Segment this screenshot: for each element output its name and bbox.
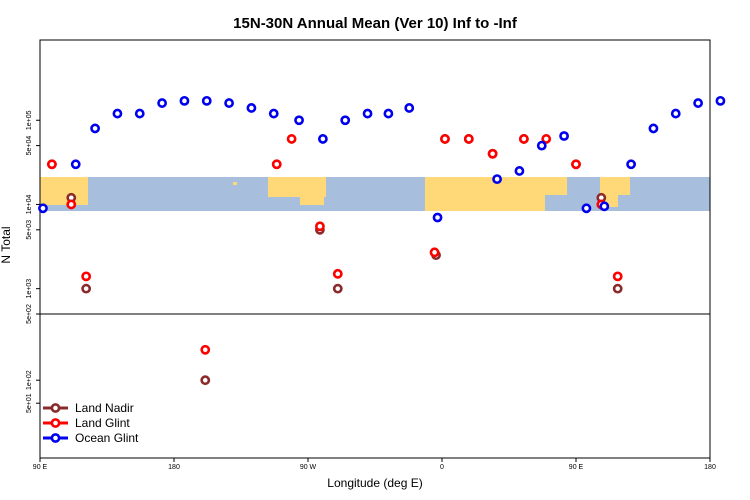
data-point xyxy=(432,212,443,223)
landmass-hawaii xyxy=(233,182,237,185)
y-tick-label: 5e+03 xyxy=(26,220,33,240)
data-point xyxy=(559,131,569,141)
data-point xyxy=(294,115,304,126)
landmass-north-america xyxy=(268,177,326,197)
x-tick-label: 90 W xyxy=(300,464,317,471)
data-point xyxy=(518,134,529,144)
data-point xyxy=(201,95,212,106)
data-point xyxy=(246,103,257,113)
data-point xyxy=(332,283,343,294)
data-point xyxy=(514,166,525,176)
data-point xyxy=(693,98,703,108)
plot-frame xyxy=(39,39,711,459)
landmass-central-america xyxy=(300,195,324,205)
x-tick-label: 90 E xyxy=(569,464,584,471)
data-point xyxy=(362,108,373,119)
data-point xyxy=(429,247,440,258)
legend-marker xyxy=(50,403,61,413)
data-point xyxy=(332,268,343,279)
series-land-glint xyxy=(47,134,623,355)
legend-marker xyxy=(50,418,61,428)
data-point xyxy=(581,203,592,214)
x-axis-label: Longitude (deg E) xyxy=(327,476,422,490)
y-tick-label: 1e+04 xyxy=(26,195,33,215)
data-points xyxy=(38,95,726,386)
landmass-arabia xyxy=(545,177,567,195)
series-ocean-glint xyxy=(38,95,726,223)
data-point xyxy=(224,98,234,108)
data-point xyxy=(612,271,623,282)
data-point xyxy=(38,203,48,214)
y-tick-label: 5e+04 xyxy=(26,136,33,156)
legend-label: Land Glint xyxy=(75,416,130,430)
map-strip xyxy=(40,177,710,211)
data-point xyxy=(112,108,123,119)
chart-title: 15N-30N Annual Mean (Ver 10) Inf to -Inf xyxy=(233,15,518,32)
data-point xyxy=(47,159,57,170)
data-point xyxy=(404,103,415,113)
data-point xyxy=(81,271,92,282)
x-tick-label: 0 xyxy=(440,464,444,471)
landmass-south-asia xyxy=(40,177,88,205)
y-tick-label: 1e+05 xyxy=(26,110,33,130)
y-tick-label: 5e+01 xyxy=(26,393,33,413)
data-point xyxy=(81,283,92,294)
data-point xyxy=(487,148,498,159)
data-point xyxy=(271,159,282,170)
x-tick-label: 180 xyxy=(168,464,180,471)
data-point xyxy=(463,134,474,144)
legend-marker xyxy=(50,433,61,443)
legend-label: Ocean Glint xyxy=(75,431,139,445)
data-point xyxy=(536,140,547,151)
data-point xyxy=(340,115,351,126)
x-tick-label: 180 xyxy=(704,464,716,471)
y-axis: 5e+01 1e+02 5e+02 1e+03 5e+03 1e+04 5e+04 1e+05 xyxy=(26,110,40,413)
data-point xyxy=(286,134,297,144)
data-point xyxy=(440,134,450,144)
data-point xyxy=(715,95,726,106)
data-point xyxy=(317,134,328,144)
landmass-asia-right xyxy=(618,177,630,195)
landmass-africa xyxy=(425,177,545,211)
data-point xyxy=(200,375,211,386)
data-point xyxy=(66,199,77,210)
legend-label: Land Nadir xyxy=(75,401,134,415)
data-point xyxy=(626,159,636,170)
data-point xyxy=(179,95,190,106)
data-point xyxy=(670,108,681,119)
data-point xyxy=(134,108,145,119)
data-point xyxy=(315,221,325,232)
series-land-nadir xyxy=(47,134,623,386)
data-point xyxy=(383,108,394,119)
y-tick-label: 1e+02 xyxy=(26,370,33,390)
data-point xyxy=(599,201,610,212)
data-point xyxy=(90,123,100,134)
data-point xyxy=(200,344,211,355)
data-point xyxy=(571,159,581,170)
y-tick-label: 5e+02 xyxy=(26,304,33,324)
data-point xyxy=(612,283,623,294)
data-point xyxy=(157,98,167,108)
x-tick-label: 90 E xyxy=(33,464,48,471)
y-tick-label: 1e+03 xyxy=(26,279,33,299)
data-point xyxy=(70,159,81,170)
y-axis-label: N Total xyxy=(0,226,13,263)
data-point xyxy=(492,174,502,185)
x-axis: 90 E 180 90 W 0 90 E 180 xyxy=(33,458,716,471)
data-point xyxy=(541,134,552,144)
data-point xyxy=(268,108,279,119)
data-point xyxy=(648,123,659,134)
